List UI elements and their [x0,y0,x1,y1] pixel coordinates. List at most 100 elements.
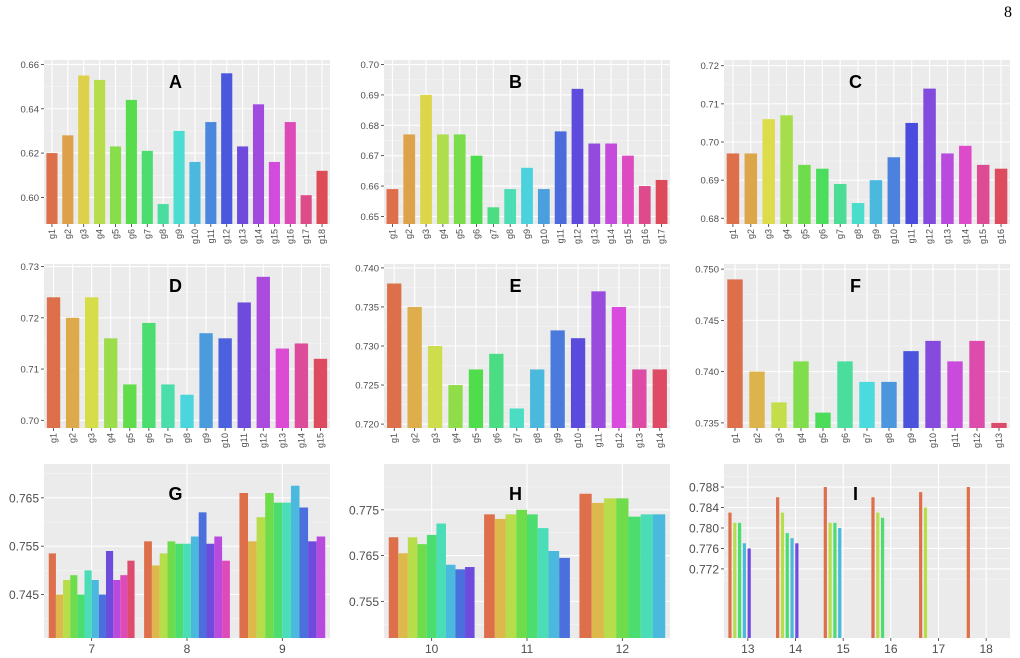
x-tick-label: g13 [238,229,248,244]
bar-g17 [655,179,668,224]
bar-g6 [837,361,853,428]
bar-g10 [537,189,550,224]
y-tick-label: 0.69 [701,176,720,187]
x-tick-label: g1 [49,433,59,443]
bar-15-3 [833,522,837,638]
x-tick-label: g6 [144,433,154,443]
x-tick-label: g8 [532,433,542,443]
x-tick-label: g6 [472,229,482,239]
bar-g7 [509,408,524,428]
y-tick-label: 0.68 [701,214,720,225]
bar-g1 [726,153,740,224]
panel-f: 0.735 0.740 0.745 0.750 g1 g2 g3 g4 g5 g6 g7 g8 g9 g1… [695,264,1010,448]
bar-9-10 [316,536,326,638]
y-tick-label: 0.66 [361,182,380,193]
bar-g3 [84,297,99,428]
bar-g11 [205,122,217,224]
bar-g15 [622,155,634,224]
bar-8-10 [214,536,223,638]
bar-15-4 [838,527,842,638]
bar-g4 [436,134,449,224]
bar-g3 [78,75,90,224]
bar-g11 [947,361,963,428]
bar-7-6 [84,570,92,638]
x-tick-label: 7 [88,642,95,656]
bar-8-9 [206,543,215,638]
bar-12-6 [640,514,653,638]
y-tick-label: 0.72 [21,313,40,324]
bar-g1 [386,189,399,224]
x-tick-label: g4 [796,433,806,443]
bar-g9 [903,351,919,428]
bar-17-2 [923,507,928,638]
bar-g4 [104,338,118,428]
bar-g13 [237,146,249,224]
bar-g2 [62,135,74,224]
x-tick-label: g12 [258,433,268,448]
bar-g16 [994,168,1008,224]
bar-g12 [969,340,985,428]
bar-13-5 [747,548,751,638]
bar-8-8 [198,512,207,638]
bar-g1 [46,297,61,428]
bar-g13 [632,369,647,428]
y-tick-label: 0.67 [361,151,380,162]
x-tick-label: g12 [572,229,582,244]
bar-g3 [427,346,443,428]
bar-g2 [403,134,416,224]
bar-g9 [550,330,565,428]
x-tick-label: g17 [657,229,667,244]
bar-12-2 [591,502,604,638]
x-tick-label: g6 [491,433,501,443]
bar-7-7 [91,580,99,638]
bar-g8 [157,204,169,224]
bar-g6 [125,99,137,224]
x-tick-label: g12 [925,229,935,244]
y-tick-label: 0.70 [361,60,380,71]
y-tick-label: 0.784 [689,501,719,515]
bar-16-2 [876,512,880,638]
bar-g14 [652,369,667,428]
bar-7-2 [55,594,64,638]
bar-g13 [588,143,601,224]
x-tick-label: g5 [455,229,465,239]
bar-g1 [387,283,402,428]
bar-g7 [487,207,500,224]
bar-g9 [199,333,213,428]
y-tick-label: 0.755 [9,540,39,554]
bar-g6 [470,155,483,224]
x-tick-label: 17 [932,642,946,656]
x-tick-label: 14 [789,642,803,656]
x-tick-label: g4 [95,229,105,239]
bar-8-1 [144,541,152,638]
bar-9-6 [282,502,291,638]
bar-g9 [869,180,883,224]
panel-label: E [510,276,522,296]
bar-10-5 [426,534,437,638]
x-tick-label: g9 [174,229,184,239]
panel-label: I [853,484,858,504]
x-tick-label: g9 [522,229,532,239]
x-tick-label: g4 [106,433,116,443]
bar-g1 [727,279,743,428]
bar-12-7 [652,514,666,638]
x-tick-label: g18 [317,229,327,244]
x-tick-label: 15 [836,642,850,656]
bar-11-1 [484,514,495,638]
x-tick-label: 18 [979,642,993,656]
bar-12-1 [579,493,592,638]
bar-g7 [833,183,847,224]
bar-g2 [744,153,758,224]
x-tick-label: g8 [853,229,863,239]
panel-g: 0.745 0.755 0.765 7 8 9 G [9,464,330,656]
x-tick-label: g1 [47,229,57,239]
bar-g12 [221,73,233,224]
bar-g6 [489,353,504,428]
y-tick-label: 0.725 [355,381,379,392]
bar-10-2 [398,553,408,638]
y-tick-label: 0.740 [355,263,379,274]
x-tick-label: g2 [68,433,78,443]
x-tick-label: g12 [222,229,232,244]
bar-g7 [859,381,875,428]
panel-h: 0.755 0.765 0.775 10 11 12 H [349,464,670,656]
